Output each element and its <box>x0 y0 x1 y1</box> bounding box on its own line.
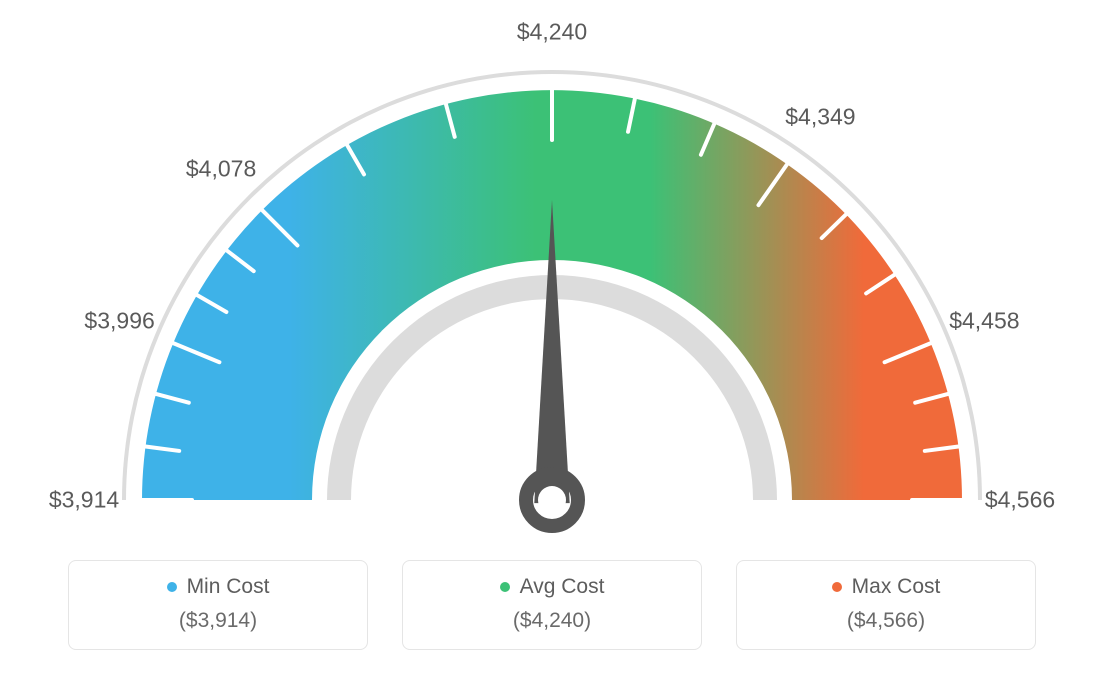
legend-min-value: ($3,914) <box>87 609 349 633</box>
legend-avg-box: Avg Cost ($4,240) <box>402 560 702 650</box>
gauge-chart: $3,914 $3,996 $4,078 $4,240 $4,349 $4,458 $4,5… <box>0 0 1104 560</box>
gauge-tick-label: $4,566 <box>985 487 1055 514</box>
legend-max-box: Max Cost ($4,566) <box>736 560 1036 650</box>
gauge-tick-label: $4,349 <box>785 103 855 130</box>
legend-max-dot <box>832 582 842 592</box>
legend-avg-dot <box>500 582 510 592</box>
legend-min-label: Min Cost <box>187 575 270 599</box>
gauge-tick-label: $4,240 <box>517 19 587 46</box>
legend-min-box: Min Cost ($3,914) <box>68 560 368 650</box>
legend-avg-head: Avg Cost <box>421 575 683 599</box>
legend-max-head: Max Cost <box>755 575 1017 599</box>
legend-avg-label: Avg Cost <box>520 575 605 599</box>
legend-min-dot <box>167 582 177 592</box>
legend-max-value: ($4,566) <box>755 609 1017 633</box>
legend-avg-value: ($4,240) <box>421 609 683 633</box>
gauge-tick-label: $4,458 <box>949 307 1019 334</box>
legend-row: Min Cost ($3,914) Avg Cost ($4,240) Max … <box>0 560 1104 674</box>
gauge-tick-label: $3,996 <box>84 307 154 334</box>
legend-max-label: Max Cost <box>852 575 941 599</box>
gauge-tick-label: $3,914 <box>49 487 119 514</box>
gauge-tick-label: $4,078 <box>186 156 256 183</box>
legend-min-head: Min Cost <box>87 575 349 599</box>
gauge-svg <box>0 0 1104 560</box>
